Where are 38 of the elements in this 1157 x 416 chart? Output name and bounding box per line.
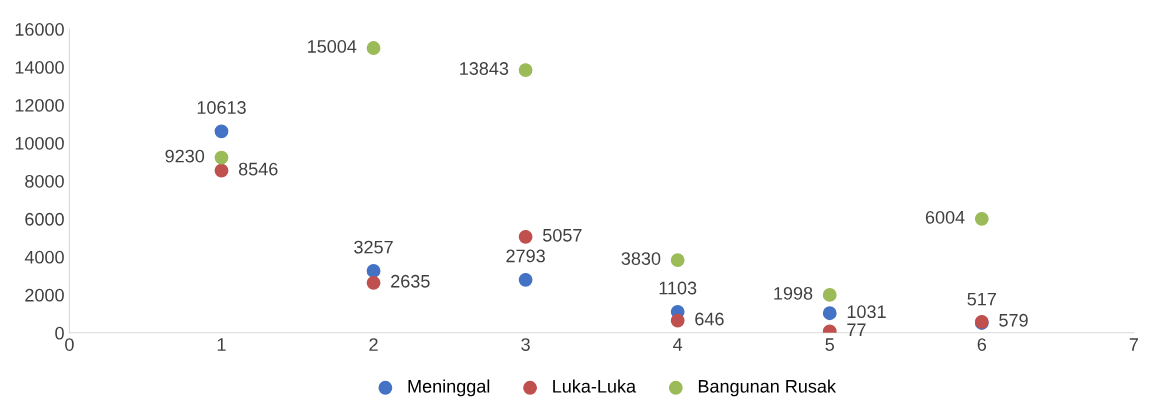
y-tick-label: 0: [55, 326, 64, 340]
legend-label: Bangunan Rusak: [698, 379, 836, 397]
data-label: 2793: [506, 249, 545, 263]
data-label: 77: [847, 323, 866, 337]
data-label: 9230: [165, 149, 205, 163]
y-tick-label: 14000: [15, 61, 64, 74]
data-label: 8546: [238, 162, 278, 176]
data-label: 13843: [460, 62, 509, 75]
data-label: 2635: [391, 274, 430, 288]
data-label: 517: [967, 292, 996, 306]
data-label: 10613: [197, 101, 246, 114]
data-label: 1103: [659, 281, 697, 295]
x-tick-label: 3: [521, 338, 530, 351]
y-tick-label: 12000: [15, 98, 64, 112]
x-tick-label: 7: [1129, 338, 1138, 351]
y-tick-label: 8000: [25, 174, 64, 188]
data-label: 3257: [354, 240, 393, 254]
y-tick-label: 6000: [25, 212, 64, 226]
data-label: 6004: [925, 210, 965, 224]
x-tick-label: 0: [65, 338, 74, 351]
data-label: 3830: [621, 252, 661, 265]
x-tick-label: 1: [217, 338, 226, 351]
y-tick-label: 4000: [24, 250, 64, 264]
y-tick-label: 16000: [15, 23, 64, 36]
x-tick-label: 6: [977, 338, 987, 351]
data-label: 5057: [543, 228, 582, 242]
legend-label: Meninggal: [408, 379, 490, 397]
y-tick-label: 10000: [15, 136, 64, 150]
x-tick-label: 4: [673, 338, 683, 351]
data-label: 646: [695, 312, 724, 326]
y-tick-label: 2000: [25, 288, 64, 302]
x-tick-label: 2: [369, 338, 378, 351]
x-tick-label: 5: [825, 338, 834, 351]
data-label: 579: [999, 313, 1028, 327]
data-label: 1031: [847, 305, 886, 319]
data-label: 1998: [774, 286, 813, 300]
data-label: 15004: [308, 40, 357, 53]
legend-label: Luka-Luka: [553, 379, 637, 393]
